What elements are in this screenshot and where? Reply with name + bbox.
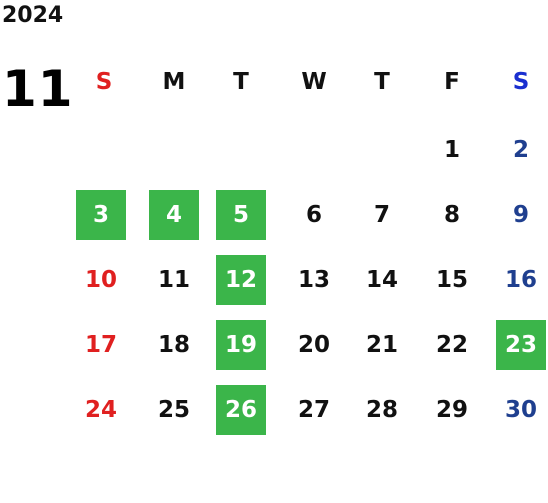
day-cell-26: 26 bbox=[216, 385, 266, 435]
day-cell-14: 14 bbox=[365, 267, 398, 293]
month-number: 11 bbox=[2, 60, 74, 118]
weekday-header-6: S bbox=[512, 69, 530, 95]
day-cell-22: 22 bbox=[435, 332, 468, 358]
day-cell-12: 12 bbox=[216, 255, 266, 305]
day-cell-29: 29 bbox=[435, 397, 468, 423]
weekday-header-3: W bbox=[301, 69, 327, 95]
day-cell-21: 21 bbox=[365, 332, 398, 358]
day-cell-30: 30 bbox=[504, 397, 537, 423]
day-cell-15: 15 bbox=[435, 267, 468, 293]
weekday-header-2: T bbox=[233, 69, 249, 95]
day-cell-23: 23 bbox=[496, 320, 546, 370]
day-cell-4: 4 bbox=[149, 190, 199, 240]
weekday-header-0: S bbox=[95, 69, 113, 95]
day-cell-17: 17 bbox=[84, 332, 117, 358]
year-label: 2024 bbox=[2, 3, 64, 28]
day-cell-11: 11 bbox=[157, 267, 190, 293]
weekday-header-1: M bbox=[162, 69, 186, 95]
day-cell-18: 18 bbox=[157, 332, 190, 358]
day-cell-3: 3 bbox=[76, 190, 126, 240]
day-cell-13: 13 bbox=[297, 267, 330, 293]
day-cell-16: 16 bbox=[504, 267, 537, 293]
day-cell-20: 20 bbox=[297, 332, 330, 358]
day-cell-7: 7 bbox=[373, 202, 390, 228]
day-cell-27: 27 bbox=[297, 397, 330, 423]
weekday-header-4: T bbox=[374, 69, 390, 95]
day-cell-10: 10 bbox=[84, 267, 117, 293]
day-cell-9: 9 bbox=[512, 202, 529, 228]
day-cell-24: 24 bbox=[84, 397, 117, 423]
day-cell-5: 5 bbox=[216, 190, 266, 240]
weekday-header-5: F bbox=[444, 69, 460, 95]
day-cell-28: 28 bbox=[365, 397, 398, 423]
day-cell-6: 6 bbox=[305, 202, 322, 228]
day-cell-2: 2 bbox=[512, 137, 529, 163]
day-cell-19: 19 bbox=[216, 320, 266, 370]
day-cell-1: 1 bbox=[443, 137, 460, 163]
day-cell-8: 8 bbox=[443, 202, 460, 228]
day-cell-25: 25 bbox=[157, 397, 190, 423]
